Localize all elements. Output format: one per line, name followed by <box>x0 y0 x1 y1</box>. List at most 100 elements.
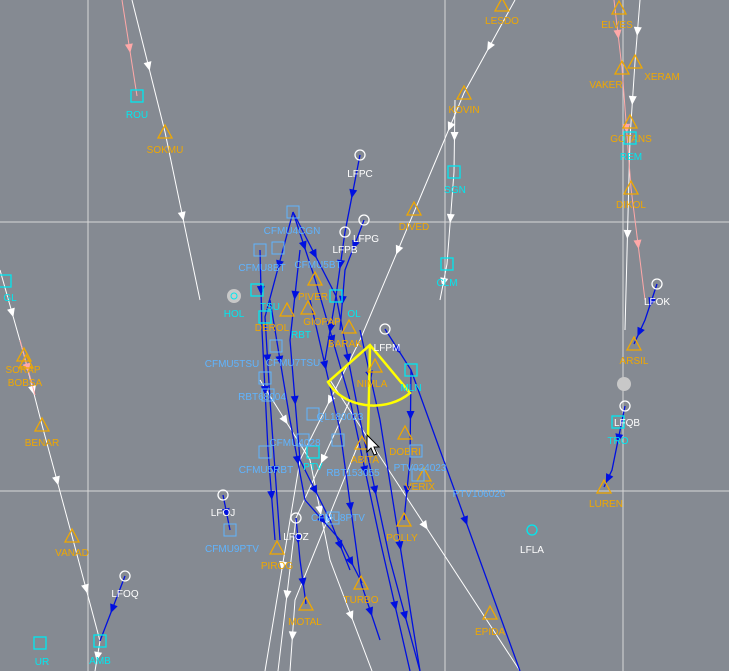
flight-route-blue[interactable] <box>339 219 365 331</box>
navaid-square-icon[interactable] <box>329 289 343 303</box>
navaid-label: GL <box>3 293 17 304</box>
navaid-square-icon[interactable] <box>447 165 461 179</box>
waypoint-label: ELVES <box>601 20 633 31</box>
airport-icon[interactable] <box>217 489 229 501</box>
flight-route-white[interactable] <box>289 439 361 671</box>
waypoint-triangle-icon[interactable] <box>15 346 33 362</box>
waypoint-triangle-icon[interactable] <box>621 113 639 129</box>
waypoint-triangle-icon[interactable] <box>33 416 51 432</box>
flight-route-blue[interactable] <box>359 329 421 671</box>
airport-label: LFOZ <box>283 532 309 543</box>
waypoint-triangle-icon[interactable] <box>613 59 631 75</box>
cfmu-point-label: RBT68004 <box>238 392 286 403</box>
navaid-square-icon[interactable] <box>0 274 12 288</box>
waypoint-triangle-icon[interactable] <box>340 318 358 334</box>
airport-label: LFPC <box>347 169 373 180</box>
cfmu-point-square-icon[interactable] <box>296 433 310 447</box>
waypoint-triangle-icon[interactable] <box>17 353 35 369</box>
cfmu-point-square-icon[interactable] <box>411 468 425 482</box>
navaid-square-icon[interactable] <box>258 310 272 324</box>
cfmu-point-square-icon[interactable] <box>258 371 272 385</box>
cfmu-point-square-icon[interactable] <box>258 445 272 459</box>
waypoint-label: PIVER <box>298 292 328 303</box>
airport-icon[interactable] <box>290 512 302 524</box>
waypoint-label: KOVIN <box>448 105 479 116</box>
airport-icon[interactable] <box>526 524 538 536</box>
waypoint-triangle-icon[interactable] <box>610 0 628 15</box>
waypoint-triangle-icon[interactable] <box>278 301 296 317</box>
flight-route-blue[interactable] <box>292 211 421 671</box>
flight-route-white[interactable] <box>131 0 201 301</box>
cfmu-point-square-icon[interactable] <box>409 444 423 458</box>
waypoint-triangle-icon[interactable] <box>625 335 643 351</box>
waypoint-triangle-icon[interactable] <box>395 511 413 527</box>
route-arrow-icon <box>263 354 272 364</box>
waypoint-label: DIKOL <box>616 200 646 211</box>
route-arrow-icon <box>292 455 301 465</box>
cfmu-point-square-icon[interactable] <box>261 388 275 402</box>
airport-icon[interactable] <box>619 400 631 412</box>
selected-sector[interactable] <box>326 343 412 441</box>
airport-icon[interactable] <box>358 214 370 226</box>
waypoint-triangle-icon[interactable] <box>622 179 640 195</box>
navaid-circle-icon <box>230 292 238 300</box>
waypoint-triangle-icon[interactable] <box>63 527 81 543</box>
route-arrow-icon <box>487 41 495 51</box>
navaid-square-icon[interactable] <box>611 415 625 429</box>
cfmu-point-square-icon[interactable] <box>271 241 285 255</box>
route-arrow-icon <box>291 290 300 300</box>
route-arrow-icon <box>390 600 399 611</box>
cfmu-point-square-icon[interactable] <box>269 339 283 353</box>
navaid-square-icon[interactable] <box>404 363 418 377</box>
waypoint-triangle-icon[interactable] <box>352 574 370 590</box>
waypoint-triangle-icon[interactable] <box>493 0 511 12</box>
navaid-circle-icon[interactable] <box>227 289 241 303</box>
cfmu-point-square-icon[interactable] <box>253 243 267 257</box>
airport-icon[interactable] <box>119 570 131 582</box>
cfmu-point-square-icon[interactable] <box>223 523 237 537</box>
airport-icon[interactable] <box>354 149 366 161</box>
waypoint-triangle-icon[interactable] <box>595 478 613 494</box>
navaid-square-icon[interactable] <box>623 131 637 145</box>
flight-route-blue[interactable] <box>269 299 363 584</box>
airport-icon[interactable] <box>651 278 663 290</box>
waypoint-triangle-icon[interactable] <box>353 434 371 450</box>
flight-route-blue[interactable] <box>403 369 412 521</box>
cfmu-point-square-icon[interactable] <box>326 511 340 525</box>
navaid-square-icon[interactable] <box>93 634 107 648</box>
navaid-square-icon[interactable] <box>440 257 454 271</box>
waypoint-triangle-icon[interactable] <box>405 200 423 216</box>
waypoint-label: SOKMU <box>147 145 184 156</box>
waypoint-triangle-icon[interactable] <box>299 299 317 315</box>
flight-route-white[interactable] <box>624 0 641 331</box>
waypoint-triangle-icon[interactable] <box>297 595 315 611</box>
route-arrow-icon <box>403 485 412 495</box>
waypoint-triangle-icon[interactable] <box>396 424 414 440</box>
airport-icon[interactable] <box>379 323 391 335</box>
flight-route-blue[interactable] <box>295 517 307 605</box>
waypoint-triangle-icon[interactable] <box>455 84 473 100</box>
airport-icon[interactable] <box>339 226 351 238</box>
waypoint-triangle-icon[interactable] <box>481 604 499 620</box>
navaid-square-icon[interactable] <box>306 445 320 459</box>
route-arrow-icon <box>260 385 269 395</box>
route-arrow-icon <box>334 539 343 550</box>
cfmu-point-square-icon[interactable] <box>286 205 300 219</box>
navaid-square-icon[interactable] <box>33 636 47 650</box>
navaid-circle-icon[interactable] <box>617 377 631 391</box>
flight-route-blue[interactable] <box>384 328 521 671</box>
navaid-square-icon[interactable] <box>130 89 144 103</box>
waypoint-triangle-icon[interactable] <box>306 270 324 286</box>
flight-route-white[interactable] <box>0 269 101 671</box>
cfmu-point-square-icon[interactable] <box>331 433 345 447</box>
waypoint-triangle-icon[interactable] <box>366 357 384 373</box>
navaid-label: TRO <box>607 436 628 447</box>
waypoint-triangle-icon[interactable] <box>156 123 174 139</box>
cfmu-point-square-icon[interactable] <box>306 407 320 421</box>
waypoint-triangle-icon[interactable] <box>268 539 286 555</box>
waypoint-triangle-icon[interactable] <box>626 53 644 69</box>
cfmu-point-label: CFMU5RBT <box>239 465 293 476</box>
navaid-square-icon[interactable] <box>250 283 264 297</box>
